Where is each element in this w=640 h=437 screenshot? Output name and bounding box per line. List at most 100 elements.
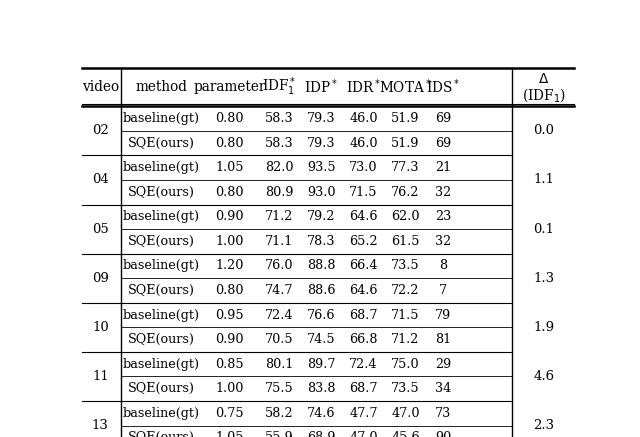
Text: IDF$_1^*$: IDF$_1^*$ bbox=[262, 76, 296, 98]
Text: baseline(gt): baseline(gt) bbox=[122, 309, 200, 322]
Text: 21: 21 bbox=[435, 161, 451, 174]
Text: 23: 23 bbox=[435, 210, 451, 223]
Text: 05: 05 bbox=[92, 222, 109, 236]
Text: 45.6: 45.6 bbox=[391, 431, 420, 437]
Text: 72.2: 72.2 bbox=[391, 284, 420, 297]
Text: 8: 8 bbox=[439, 260, 447, 272]
Text: 88.8: 88.8 bbox=[307, 260, 335, 272]
Text: 89.7: 89.7 bbox=[307, 358, 335, 371]
Text: 82.0: 82.0 bbox=[265, 161, 293, 174]
Text: 2.3: 2.3 bbox=[533, 419, 554, 432]
Text: 32: 32 bbox=[435, 186, 451, 199]
Text: 29: 29 bbox=[435, 358, 451, 371]
Text: 74.5: 74.5 bbox=[307, 333, 335, 346]
Text: 73.0: 73.0 bbox=[349, 161, 378, 174]
Text: 68.7: 68.7 bbox=[349, 309, 378, 322]
Text: 93.5: 93.5 bbox=[307, 161, 335, 174]
Text: 79.2: 79.2 bbox=[307, 210, 335, 223]
Text: 71.2: 71.2 bbox=[391, 333, 420, 346]
Text: 09: 09 bbox=[92, 272, 109, 285]
Text: 90: 90 bbox=[435, 431, 451, 437]
Text: 0.80: 0.80 bbox=[215, 284, 244, 297]
Text: 81: 81 bbox=[435, 333, 451, 346]
Text: baseline(gt): baseline(gt) bbox=[122, 210, 200, 223]
Text: 0.90: 0.90 bbox=[215, 333, 244, 346]
Text: 4.6: 4.6 bbox=[533, 370, 554, 383]
Text: 88.6: 88.6 bbox=[307, 284, 335, 297]
Text: MOTA$^*$: MOTA$^*$ bbox=[379, 78, 431, 96]
Text: video: video bbox=[82, 80, 119, 94]
Text: 1.05: 1.05 bbox=[215, 431, 244, 437]
Text: 71.2: 71.2 bbox=[265, 210, 293, 223]
Text: 46.0: 46.0 bbox=[349, 112, 378, 125]
Text: 71.1: 71.1 bbox=[265, 235, 293, 248]
Text: 79.3: 79.3 bbox=[307, 137, 335, 149]
Text: 1.20: 1.20 bbox=[215, 260, 244, 272]
Text: 10: 10 bbox=[92, 321, 109, 334]
Text: 13: 13 bbox=[92, 419, 109, 432]
Text: method: method bbox=[135, 80, 187, 94]
Text: (IDF$_1$): (IDF$_1$) bbox=[522, 87, 566, 104]
Text: 79: 79 bbox=[435, 309, 451, 322]
Text: 1.00: 1.00 bbox=[215, 382, 244, 395]
Text: 71.5: 71.5 bbox=[349, 186, 378, 199]
Text: 51.9: 51.9 bbox=[391, 137, 420, 149]
Text: 0.1: 0.1 bbox=[533, 222, 554, 236]
Text: 04: 04 bbox=[92, 173, 109, 187]
Text: 62.0: 62.0 bbox=[391, 210, 420, 223]
Text: IDP$^*$: IDP$^*$ bbox=[305, 78, 339, 96]
Text: 1.9: 1.9 bbox=[533, 321, 554, 334]
Text: 64.6: 64.6 bbox=[349, 210, 378, 223]
Text: 58.3: 58.3 bbox=[265, 137, 294, 149]
Text: 72.4: 72.4 bbox=[265, 309, 293, 322]
Text: baseline(gt): baseline(gt) bbox=[122, 112, 200, 125]
Text: 68.9: 68.9 bbox=[307, 431, 335, 437]
Text: SQE(ours): SQE(ours) bbox=[127, 431, 195, 437]
Text: 11: 11 bbox=[92, 370, 109, 383]
Text: parameter: parameter bbox=[193, 80, 266, 94]
Text: 0.0: 0.0 bbox=[533, 125, 554, 137]
Text: 51.9: 51.9 bbox=[391, 112, 420, 125]
Text: SQE(ours): SQE(ours) bbox=[127, 137, 195, 149]
Text: 47.0: 47.0 bbox=[391, 407, 420, 420]
Text: 0.90: 0.90 bbox=[215, 210, 244, 223]
Text: 80.1: 80.1 bbox=[265, 358, 293, 371]
Text: 7: 7 bbox=[439, 284, 447, 297]
Text: 61.5: 61.5 bbox=[391, 235, 420, 248]
Text: 70.5: 70.5 bbox=[265, 333, 294, 346]
Text: 73: 73 bbox=[435, 407, 451, 420]
Text: 0.95: 0.95 bbox=[215, 309, 244, 322]
Text: 1.3: 1.3 bbox=[533, 272, 554, 285]
Text: 55.9: 55.9 bbox=[265, 431, 294, 437]
Text: IDS$^*$: IDS$^*$ bbox=[426, 78, 460, 96]
Text: baseline(gt): baseline(gt) bbox=[122, 161, 200, 174]
Text: 0.80: 0.80 bbox=[215, 137, 244, 149]
Text: 0.85: 0.85 bbox=[215, 358, 244, 371]
Text: 1.00: 1.00 bbox=[215, 235, 244, 248]
Text: 73.5: 73.5 bbox=[391, 382, 420, 395]
Text: 76.0: 76.0 bbox=[265, 260, 293, 272]
Text: 80.9: 80.9 bbox=[265, 186, 293, 199]
Text: 74.7: 74.7 bbox=[265, 284, 293, 297]
Text: 47.7: 47.7 bbox=[349, 407, 378, 420]
Text: 78.3: 78.3 bbox=[307, 235, 335, 248]
Text: SQE(ours): SQE(ours) bbox=[127, 284, 195, 297]
Text: baseline(gt): baseline(gt) bbox=[122, 358, 200, 371]
Text: 47.0: 47.0 bbox=[349, 431, 378, 437]
Text: 79.3: 79.3 bbox=[307, 112, 335, 125]
Text: 58.3: 58.3 bbox=[265, 112, 294, 125]
Text: 66.4: 66.4 bbox=[349, 260, 378, 272]
Text: 93.0: 93.0 bbox=[307, 186, 335, 199]
Text: SQE(ours): SQE(ours) bbox=[127, 382, 195, 395]
Text: 73.5: 73.5 bbox=[391, 260, 420, 272]
Text: 69: 69 bbox=[435, 112, 451, 125]
Text: baseline(gt): baseline(gt) bbox=[122, 260, 200, 272]
Text: 0.80: 0.80 bbox=[215, 186, 244, 199]
Text: 76.2: 76.2 bbox=[391, 186, 420, 199]
Text: 64.6: 64.6 bbox=[349, 284, 378, 297]
Text: 75.0: 75.0 bbox=[391, 358, 420, 371]
Text: 1.1: 1.1 bbox=[533, 173, 554, 187]
Text: 02: 02 bbox=[92, 125, 109, 137]
Text: 46.0: 46.0 bbox=[349, 137, 378, 149]
Text: 65.2: 65.2 bbox=[349, 235, 378, 248]
